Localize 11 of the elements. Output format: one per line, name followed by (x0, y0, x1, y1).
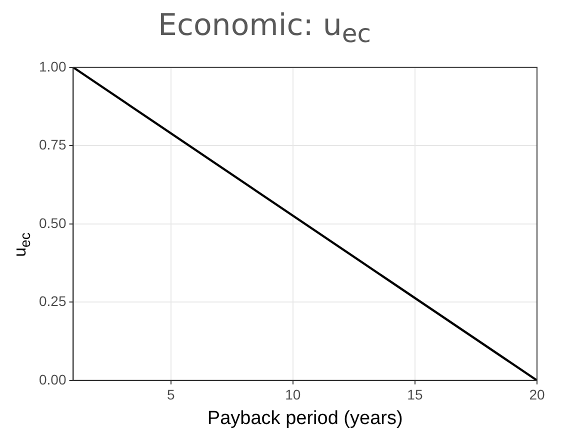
y-tick-label: 0.50 (39, 214, 66, 231)
y-tick-label: 0.75 (39, 136, 66, 153)
y-tick-label: 0.25 (39, 293, 66, 310)
x-tick-label: 10 (285, 386, 301, 403)
x-tick-label: 20 (529, 386, 545, 403)
chart-title: Economic: u$_{ec}$ (157, 8, 372, 50)
y-tick-label: 1.00 (39, 58, 66, 74)
y-tick-label: 0.00 (39, 371, 66, 388)
x-tick-label: 15 (407, 386, 423, 403)
x-axis-title: Payback period (years) (207, 408, 403, 429)
x-tick-label: 5 (166, 386, 175, 403)
